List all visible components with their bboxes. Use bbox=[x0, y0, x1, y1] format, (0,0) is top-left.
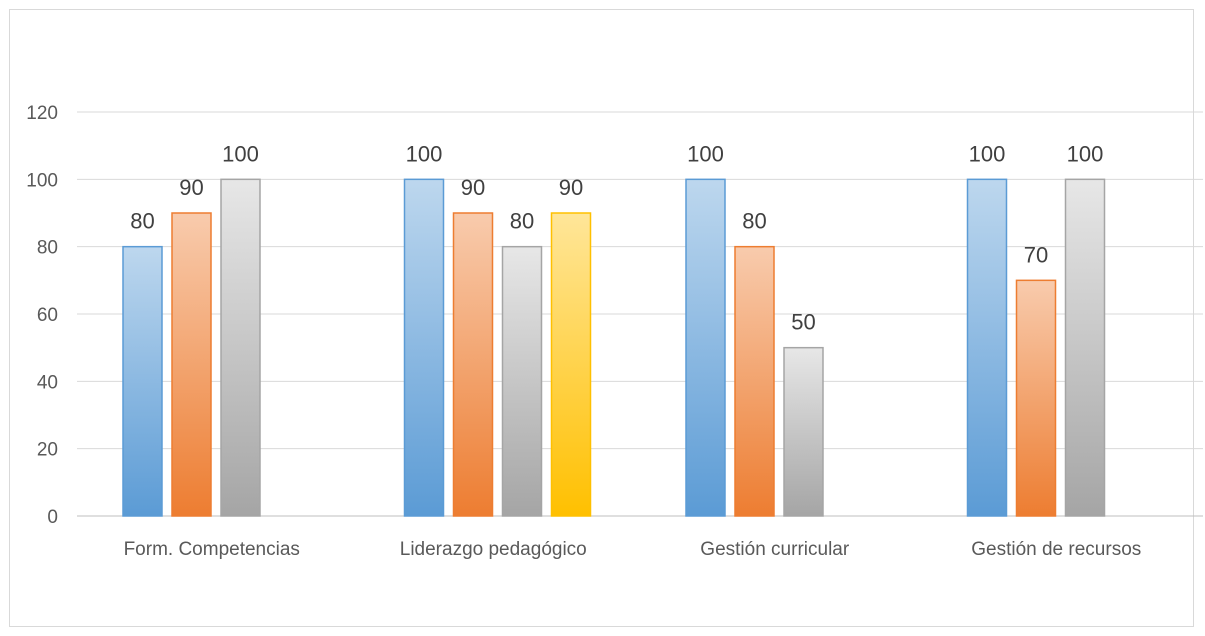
y-tick-label: 0 bbox=[47, 507, 58, 528]
data-label: 100 bbox=[406, 141, 443, 166]
x-category-label: Gestión curricular bbox=[700, 539, 850, 560]
bar bbox=[783, 346, 824, 517]
data-label: 100 bbox=[222, 141, 259, 166]
data-label: 50 bbox=[791, 310, 815, 335]
bar bbox=[734, 245, 775, 517]
y-tick-label: 120 bbox=[26, 103, 58, 124]
bar bbox=[1015, 279, 1057, 517]
data-label: 70 bbox=[1024, 242, 1048, 267]
data-label: 90 bbox=[179, 175, 203, 200]
bar bbox=[685, 178, 726, 517]
data-label: 100 bbox=[1067, 141, 1104, 166]
data-label: 90 bbox=[461, 175, 485, 200]
y-tick-label: 60 bbox=[37, 305, 58, 326]
data-label: 80 bbox=[510, 209, 534, 234]
data-label: 80 bbox=[742, 209, 766, 234]
y-tick-label: 80 bbox=[37, 238, 58, 259]
grid-lines bbox=[77, 111, 1203, 517]
data-label: 100 bbox=[687, 141, 724, 166]
bar bbox=[550, 212, 592, 517]
x-category-label: Form. Competencias bbox=[124, 539, 300, 560]
y-tick-label: 100 bbox=[26, 170, 58, 191]
y-tick-label: 40 bbox=[37, 372, 58, 393]
y-axis-ticks: 0 20 40 60 80 100 120 bbox=[26, 103, 58, 528]
x-category-label: Gestión de recursos bbox=[971, 539, 1141, 560]
data-labels: 80 90 100 100 90 80 90 100 80 50 100 70 100 bbox=[130, 141, 1103, 334]
bar bbox=[220, 178, 261, 517]
x-category-label: Liderazgo pedagógico bbox=[400, 539, 587, 560]
bar bbox=[966, 178, 1008, 517]
data-label: 90 bbox=[559, 175, 583, 200]
x-axis-categories: Form. Competencias Liderazgo pedagógico Ge… bbox=[124, 539, 1142, 560]
bar bbox=[452, 212, 494, 517]
data-label: 100 bbox=[969, 141, 1006, 166]
bar bbox=[122, 245, 163, 517]
bar bbox=[403, 178, 445, 517]
bar bbox=[171, 212, 212, 517]
bar bbox=[501, 245, 543, 517]
bar bbox=[1064, 178, 1106, 517]
y-tick-label: 20 bbox=[37, 440, 58, 461]
bars bbox=[122, 178, 1106, 517]
data-label: 80 bbox=[130, 209, 154, 234]
